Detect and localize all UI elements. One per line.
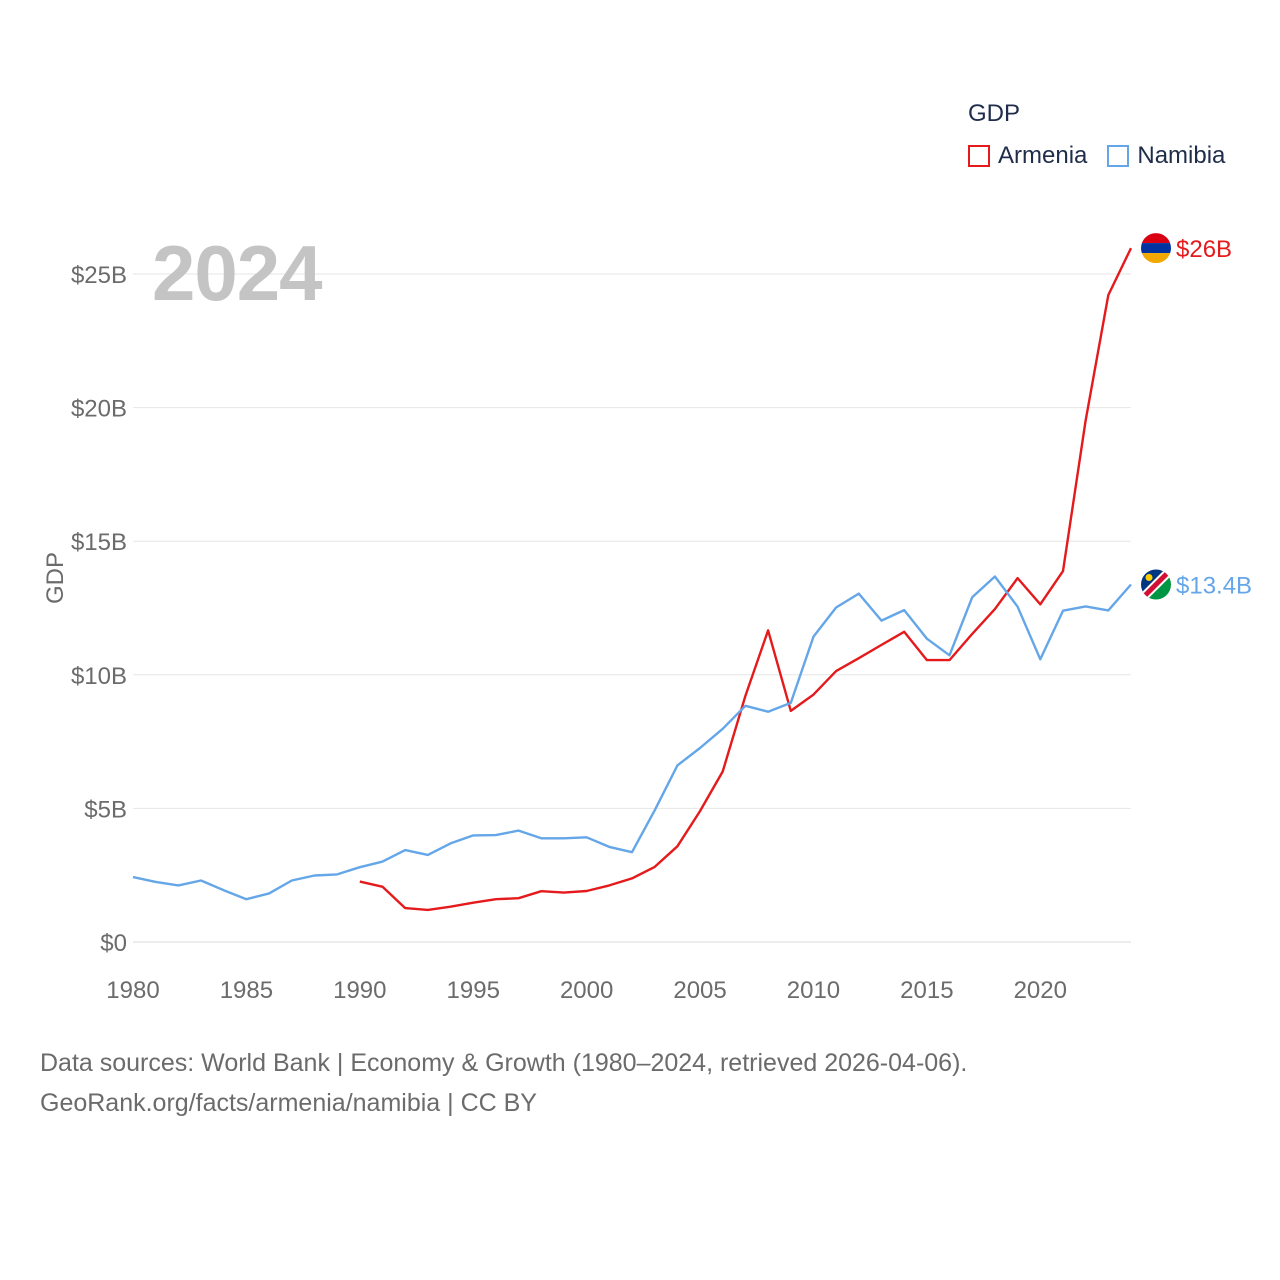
flag-icon-armenia [1141,233,1171,264]
y-tick-label: $25B [71,262,127,289]
x-tick-label: 2000 [560,977,613,1004]
x-tick-label: 1995 [447,977,500,1004]
legend-swatch-armenia [968,145,990,167]
legend-label-namibia: Namibia [1137,142,1226,169]
legend: Armenia Namibia [968,142,1245,170]
series-lines [132,247,1133,912]
y-tick-label: $10B [71,663,127,690]
y-tick-label: $5B [84,796,127,823]
series-line-namibia [132,575,1132,901]
footer-sources: Data sources: World Bank | Economy & Gro… [40,1049,968,1077]
x-tick-label: 2020 [1014,977,1067,1004]
y-axis-label: GDP [42,551,70,605]
x-tick-label: 1980 [106,977,159,1004]
flag-icon-namibia [1141,569,1171,600]
current-year-label: 2024 [152,229,323,317]
series-end-markers: $26B $13.4B [1141,233,1252,600]
x-tick-label: 1985 [220,977,273,1004]
y-tick-label: $15B [71,529,127,556]
legend-item-namibia[interactable]: Namibia [1107,142,1225,170]
legend-label-armenia: Armenia [998,142,1088,169]
legend-item-armenia[interactable]: Armenia [968,142,1087,170]
end-value-label-armenia: $26B [1176,236,1232,263]
series-line-armenia [359,247,1133,912]
x-tick-label: 2005 [673,977,726,1004]
legend-title: GDP [968,100,1021,127]
x-tick-label: 2015 [900,977,953,1004]
footer-link[interactable]: GeoRank.org/facts/armenia/namibia | CC B… [40,1089,537,1117]
y-tick-label: $0 [100,930,127,957]
end-value-label-namibia: $13.4B [1176,572,1252,599]
y-tick-label: $20B [71,396,127,423]
legend-swatch-namibia [1107,145,1130,167]
y-tick-labels: $0 $5B $10B $15B $20B $25B [71,262,127,957]
footer: Data sources: World Bank | Economy & Gro… [40,1043,967,1123]
x-tick-label: 2010 [787,977,840,1004]
x-tick-label: 1990 [333,977,386,1004]
grid-lines [133,273,1131,943]
x-tick-labels: 1980 1985 1990 1995 2000 2005 2010 2015 2020 [106,977,1067,1004]
